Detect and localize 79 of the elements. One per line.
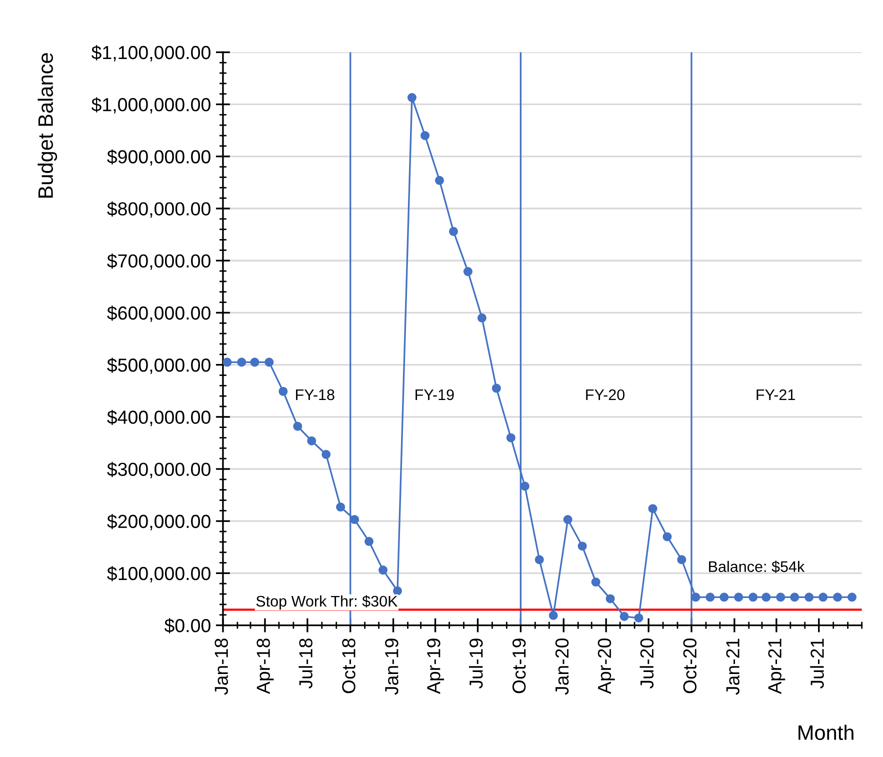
x-tick-label: Jul-18 bbox=[298, 638, 312, 689]
point bbox=[534, 555, 544, 564]
point bbox=[392, 586, 402, 596]
point bbox=[407, 93, 416, 102]
annotation: FY-21 bbox=[756, 389, 795, 400]
point bbox=[506, 433, 516, 442]
point bbox=[804, 592, 814, 602]
point bbox=[463, 267, 472, 276]
point bbox=[222, 358, 232, 367]
point bbox=[237, 358, 246, 367]
point bbox=[691, 592, 700, 602]
point bbox=[706, 592, 715, 602]
point bbox=[477, 313, 486, 322]
point bbox=[662, 532, 672, 542]
point bbox=[420, 131, 430, 140]
y-tick-label: $1,100,000.00 bbox=[91, 45, 210, 62]
y-tick-label: $600,000.00 bbox=[107, 306, 210, 322]
y-tick-label: $0.00 bbox=[164, 618, 210, 634]
y-tick-label: $800,000.00 bbox=[107, 201, 210, 218]
point bbox=[448, 226, 458, 236]
point bbox=[548, 610, 558, 620]
point bbox=[776, 592, 786, 602]
y-tick-label: $500,000.00 bbox=[107, 358, 210, 374]
point bbox=[634, 613, 644, 623]
x-tick-label: Oct-18 bbox=[342, 638, 356, 694]
x-tick-label: Jan-21 bbox=[726, 638, 740, 695]
point bbox=[563, 515, 572, 524]
point bbox=[591, 578, 600, 587]
point bbox=[492, 384, 501, 393]
point bbox=[720, 592, 729, 602]
x-tick-label: Jul-19 bbox=[469, 638, 483, 689]
point bbox=[748, 592, 758, 602]
point bbox=[734, 592, 744, 602]
y-tick-label: $1,000,000.00 bbox=[91, 97, 210, 114]
point bbox=[677, 555, 686, 564]
point bbox=[833, 592, 842, 602]
x-tick-label: Jan-18 bbox=[214, 638, 228, 695]
point bbox=[847, 592, 857, 602]
x-tick-label: Oct-20 bbox=[683, 638, 697, 694]
point bbox=[278, 386, 288, 396]
point bbox=[606, 594, 615, 604]
point bbox=[364, 536, 374, 546]
y-tick-label: $400,000.00 bbox=[107, 410, 210, 426]
annotation: FY-20 bbox=[586, 389, 624, 400]
annotation: Balance: $54k bbox=[709, 560, 805, 573]
y-tick-label: $100,000.00 bbox=[107, 566, 210, 582]
point bbox=[350, 515, 360, 524]
x-tick-label: Apr-18 bbox=[256, 638, 274, 694]
point bbox=[293, 422, 302, 431]
point bbox=[307, 436, 316, 446]
annotation: FY-18 bbox=[296, 389, 334, 400]
point bbox=[790, 592, 800, 602]
x-tick-label: Jul-21 bbox=[810, 638, 824, 689]
y-tick-label: $300,000.00 bbox=[107, 462, 210, 478]
x-tick-label: Jan-20 bbox=[555, 638, 569, 695]
point bbox=[578, 542, 587, 551]
point bbox=[336, 502, 346, 512]
x-tick-label: Apr-20 bbox=[598, 638, 615, 694]
annotation: FY-19 bbox=[416, 389, 454, 400]
point bbox=[762, 592, 771, 602]
x-tick-label: Apr-21 bbox=[768, 638, 786, 694]
point bbox=[818, 592, 828, 602]
x-axis-title: Month bbox=[798, 724, 854, 740]
point bbox=[620, 612, 629, 621]
x-tick-label: Jan-19 bbox=[385, 638, 398, 695]
point bbox=[378, 566, 388, 575]
x-tick-label: Oct-19 bbox=[512, 638, 526, 694]
ref-line-label: Stop Work Thr: $30K bbox=[256, 595, 398, 610]
point bbox=[434, 176, 444, 185]
point bbox=[322, 450, 331, 459]
point bbox=[250, 358, 260, 367]
y-tick-label: $700,000.00 bbox=[107, 254, 210, 270]
point bbox=[264, 358, 274, 367]
x-tick-label: Jul-20 bbox=[640, 638, 654, 689]
y-axis-title: Budget Balance bbox=[38, 53, 58, 198]
x-tick-label: Apr-19 bbox=[427, 638, 444, 694]
y-tick-label: $200,000.00 bbox=[107, 514, 210, 530]
point bbox=[648, 504, 658, 514]
y-tick-label: $900,000.00 bbox=[107, 149, 210, 166]
